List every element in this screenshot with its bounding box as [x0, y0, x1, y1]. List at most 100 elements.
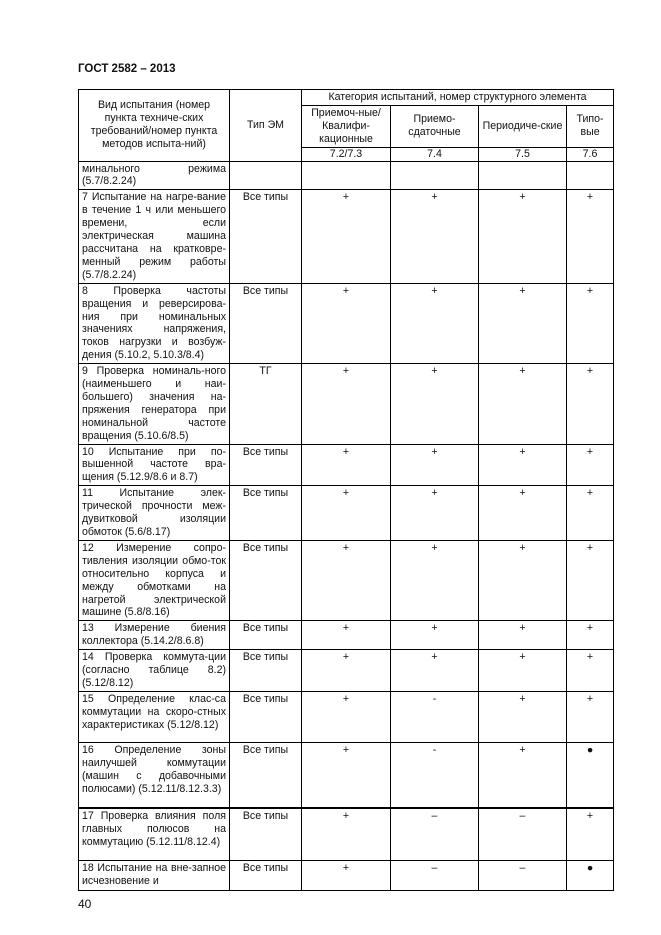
category-mark: –: [478, 807, 567, 861]
test-name: 16 Определение зоны наилучшей коммутации…: [78, 741, 230, 809]
category-mark: ●: [565, 859, 615, 891]
category-mark: [390, 160, 479, 191]
category-mark: +: [565, 485, 615, 541]
category-mark: -: [390, 741, 479, 809]
category-mark: ●: [565, 741, 615, 809]
category-mark: +: [301, 282, 391, 365]
category-mark: +: [301, 620, 391, 651]
test-name: 13 Измерение биения коллектора (5.14.2/8…: [78, 620, 230, 651]
category-mark: +: [565, 807, 615, 861]
machine-type: Все типы: [229, 539, 302, 622]
machine-type: Все типы: [229, 620, 302, 651]
category-mark: +: [390, 620, 479, 651]
table-row: 10 Испытание при по-вышенной частоте вра…: [78, 443, 615, 487]
category-mark: +: [301, 539, 391, 622]
category-mark: +: [565, 649, 615, 692]
machine-type: Все типы: [229, 189, 302, 284]
category-mark: +: [390, 282, 479, 365]
machine-type: Все типы: [229, 741, 302, 809]
category-mark: +: [565, 189, 615, 284]
table-row: 18 Испытание на вне-запное исчезновение …: [78, 859, 615, 891]
category-mark: +: [390, 443, 479, 487]
category-number: 7.2/7.3: [301, 146, 391, 162]
table-row: 9 Проверка номиналь-ного (наименьшего и …: [78, 363, 615, 445]
category-mark: –: [478, 859, 567, 891]
table-row: 12 Измерение сопро-тивления изоляции обм…: [78, 539, 615, 622]
table-row: 8 Проверка частоты вращения и реверсиров…: [78, 282, 615, 365]
category-mark: +: [301, 649, 391, 692]
category-mark: +: [390, 485, 479, 541]
category-label: Приемо-сдаточные: [390, 104, 479, 148]
category-label-row: Приемоч-ные/Квалифи-кационные Приемо-сдат…: [79, 104, 615, 148]
category-label: Типо-вые: [565, 104, 615, 148]
category-number: 7.6: [565, 146, 615, 162]
test-name: 10 Испытание при по-вышенной частоте вра…: [78, 443, 230, 487]
category-mark: +: [390, 189, 479, 284]
category-mark: +: [565, 539, 615, 622]
test-name: 17 Проверка влияния поля главных полюсов…: [78, 807, 230, 861]
category-mark: +: [565, 443, 615, 487]
category-mark: +: [565, 620, 615, 651]
table-body: минального режима (5.7/8.2.24) 7 Испытани…: [78, 160, 615, 891]
category-mark: +: [301, 485, 391, 541]
test-name: 7 Испытание на нагре-вание в течение 1 ч…: [78, 189, 230, 284]
machine-type: Все типы: [229, 859, 302, 891]
category-mark: [565, 160, 615, 191]
category-mark: –: [390, 859, 479, 891]
category-mark: +: [478, 363, 567, 445]
test-name: 8 Проверка частоты вращения и реверсиров…: [78, 282, 230, 365]
machine-type: Все типы: [229, 807, 302, 861]
col-header-name: Вид испытания (номер пункта техниче-ских…: [78, 89, 230, 162]
test-name: 9 Проверка номиналь-ного (наименьшего и …: [78, 363, 230, 445]
table-row: 17 Проверка влияния поля главных полюсов…: [78, 807, 615, 861]
category-mark: +: [478, 741, 567, 809]
machine-type: Все типы: [229, 485, 302, 541]
category-mark: [478, 160, 567, 191]
category-mark: +: [478, 539, 567, 622]
category-mark: +: [301, 443, 391, 487]
category-mark: +: [478, 649, 567, 692]
category-mark: +: [565, 282, 615, 365]
category-mark: +: [390, 363, 479, 445]
category-mark: +: [301, 363, 391, 445]
table-row: 14 Проверка коммута-ции (согласно таблиц…: [78, 649, 615, 692]
machine-type: ТГ: [229, 363, 302, 445]
category-mark: +: [301, 741, 391, 809]
test-name: минального режима (5.7/8.2.24): [78, 160, 230, 191]
machine-type: Все типы: [229, 282, 302, 365]
table-row: 15 Определение клас-са коммутации на ско…: [78, 690, 615, 743]
machine-type: Все типы: [229, 690, 302, 743]
col-header-type: Тип ЭМ: [229, 89, 302, 162]
table-row: 7 Испытание на нагре-вание в течение 1 ч…: [78, 189, 615, 284]
category-label: Приемоч-ные/Квалифи-кационные: [301, 104, 391, 148]
table-row: 16 Определение зоны наилучшей коммутации…: [78, 741, 615, 809]
category-label: Периодиче-ские: [478, 104, 567, 148]
category-mark: +: [565, 363, 615, 445]
test-name: 14 Проверка коммута-ции (согласно таблиц…: [78, 649, 230, 692]
machine-type: [229, 160, 302, 191]
table-row: минального режима (5.7/8.2.24): [78, 160, 615, 191]
category-mark: +: [478, 485, 567, 541]
category-mark: +: [478, 620, 567, 651]
table-row: 11 Испытание элек-трической прочности ме…: [78, 485, 615, 541]
category-mark: +: [478, 189, 567, 284]
category-number: 7.5: [478, 146, 567, 162]
category-mark: +: [301, 189, 391, 284]
test-table: Вид испытания (номер пункта техниче-ских…: [78, 89, 615, 891]
test-name: 12 Измерение сопро-тивления изоляции обм…: [78, 539, 230, 622]
category-mark: +: [390, 649, 479, 692]
category-mark: -: [390, 690, 479, 743]
test-name: 11 Испытание элек-трической прочности ме…: [78, 485, 230, 541]
category-mark: +: [301, 859, 391, 891]
category-number: 7.4: [390, 146, 479, 162]
category-mark: +: [478, 282, 567, 365]
page-number: 40: [78, 896, 92, 911]
category-mark: +: [478, 443, 567, 487]
category-mark: [301, 160, 391, 191]
category-mark: +: [301, 807, 391, 861]
machine-type: Все типы: [229, 443, 302, 487]
document-header: ГОСТ 2582 – 2013: [78, 63, 176, 75]
category-mark: +: [301, 690, 391, 743]
category-mark: +: [565, 690, 615, 743]
